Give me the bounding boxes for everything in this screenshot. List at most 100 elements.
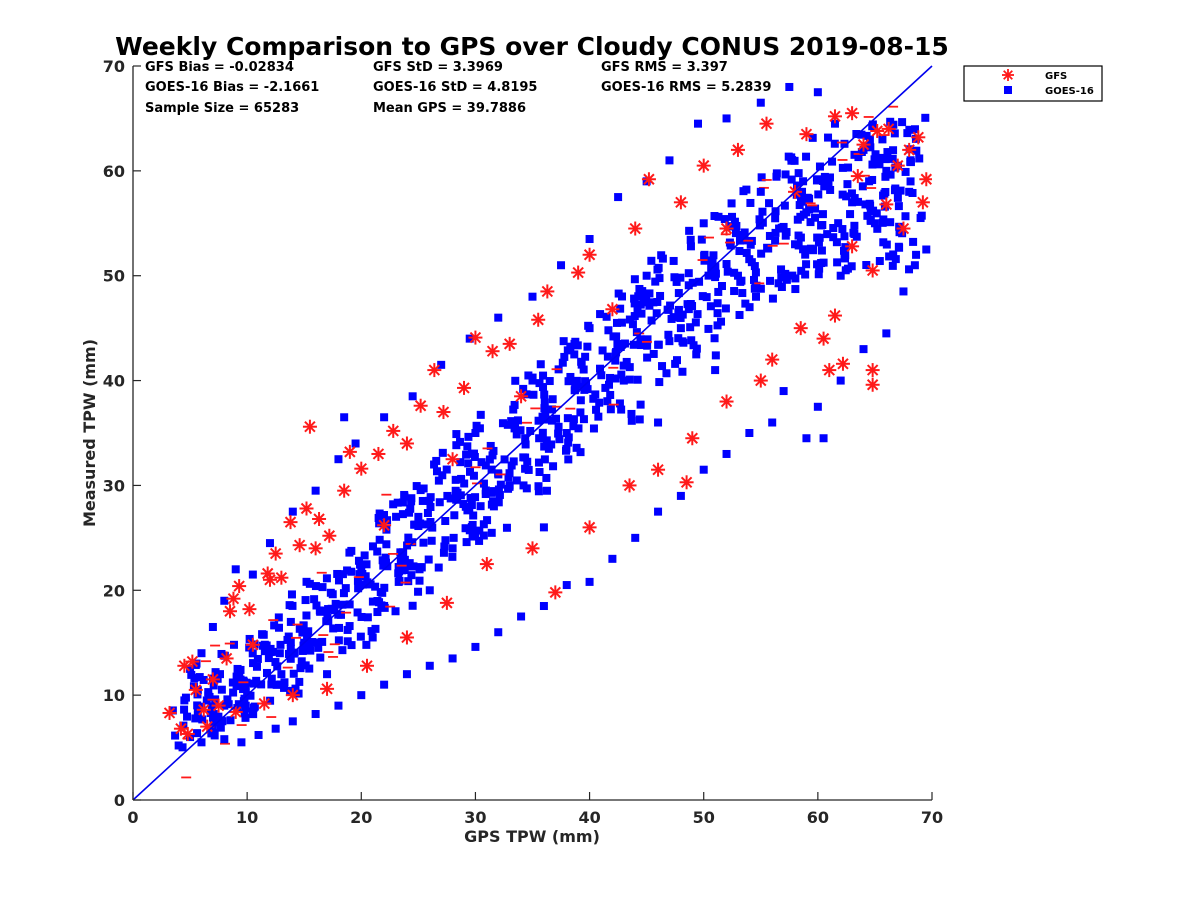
chart-title: Weekly Comparison to GPS over Cloudy CON… <box>115 32 949 61</box>
cloud-point <box>416 563 425 572</box>
x-tick-label: 30 <box>464 808 486 827</box>
cloud-point <box>276 680 285 689</box>
cloud-point <box>180 705 189 714</box>
cloud-point <box>576 408 585 417</box>
cloud-point <box>534 482 543 491</box>
cloud-point <box>435 498 444 507</box>
cloud-point <box>257 680 266 689</box>
cloud-point <box>653 265 662 274</box>
cloud-point <box>424 555 433 564</box>
goes-16-point <box>785 82 794 91</box>
cloud-point <box>714 212 723 221</box>
cloud-point <box>322 606 331 615</box>
cloud-point <box>466 493 475 502</box>
cloud-point <box>633 305 642 314</box>
gfs-point <box>865 363 880 378</box>
cloud-point <box>755 221 764 230</box>
cloud-point <box>441 536 450 545</box>
cloud-point <box>400 555 409 564</box>
cloud-point <box>893 193 902 202</box>
x-tick-label: 70 <box>921 808 943 827</box>
y-tick-label: 30 <box>103 476 125 495</box>
gfs-point <box>765 352 780 367</box>
cloud-point <box>198 715 207 724</box>
stat-text: GFS StD = 3.3969 <box>373 60 503 75</box>
cloud-point <box>347 546 356 555</box>
goes-16-point <box>220 596 229 605</box>
cloud-point <box>465 467 474 476</box>
gfs-point <box>399 436 414 451</box>
cloud-point <box>706 302 715 311</box>
cloud-point <box>713 309 722 318</box>
cloud-point <box>814 190 823 199</box>
cloud-point <box>752 292 761 301</box>
cloud-point <box>356 632 365 641</box>
cloud-point <box>630 294 639 303</box>
cloud-point <box>854 197 863 206</box>
cloud-point <box>471 530 480 539</box>
cloud-point <box>722 260 731 269</box>
cloud-point <box>611 356 620 365</box>
cloud-point <box>858 182 867 191</box>
cloud-point <box>808 133 817 142</box>
goes-16-point <box>180 696 189 705</box>
cloud-point <box>218 717 227 726</box>
goes-16-point <box>619 376 628 385</box>
cloud-point <box>901 167 910 176</box>
cloud-point <box>273 662 282 671</box>
cloud-point <box>787 175 796 184</box>
cloud-point <box>794 169 803 178</box>
goes-16-point <box>208 724 217 733</box>
cloud-point <box>512 430 521 439</box>
cloud-point <box>633 375 642 384</box>
cloud-point <box>297 657 306 666</box>
cloud-point <box>339 589 348 598</box>
cloud-point <box>363 578 372 587</box>
y-axis-label: Measured TPW (mm) <box>80 339 99 527</box>
cloud-point <box>801 250 810 259</box>
gfs-point <box>793 321 808 336</box>
cloud-point <box>487 528 496 537</box>
gfs-point <box>436 405 451 420</box>
goes-16-points <box>174 82 931 750</box>
cloud-point <box>516 426 525 435</box>
cloud-point <box>564 377 573 386</box>
cloud-point <box>788 156 797 165</box>
goes-16-point <box>340 413 349 422</box>
gfs-point <box>427 363 442 378</box>
cloud-point <box>772 172 781 181</box>
cloud-point <box>868 160 877 169</box>
cloud-point <box>566 342 575 351</box>
cloud-point <box>685 226 694 235</box>
cloud-point <box>441 516 450 525</box>
y-tick-label: 10 <box>103 686 125 705</box>
gfs-point <box>525 541 540 556</box>
cloud-point <box>840 232 849 241</box>
cloud-point <box>881 155 890 164</box>
cloud-point <box>547 440 556 449</box>
cloud-point <box>771 236 780 245</box>
cloud-point <box>461 524 470 533</box>
goes-16-point <box>813 402 822 411</box>
cloud-point <box>410 520 419 529</box>
cloud-point <box>910 125 919 134</box>
goes-16-point <box>271 724 280 733</box>
cloud-point <box>355 570 364 579</box>
cloud-point <box>781 231 790 240</box>
gfs-point <box>232 579 247 594</box>
cloud-point <box>540 390 549 399</box>
cloud-point <box>464 432 473 441</box>
cloud-point <box>262 668 271 677</box>
y-tick-label: 70 <box>103 57 125 76</box>
cloud-point <box>331 599 340 608</box>
goes-16-point <box>448 544 457 553</box>
cloud-point <box>881 172 890 181</box>
cloud-point <box>398 498 407 507</box>
cloud-point <box>710 212 719 221</box>
cloud-point <box>303 634 312 643</box>
cloud-point <box>670 273 679 282</box>
cloud-point <box>766 276 775 285</box>
gfs-point <box>571 265 586 280</box>
cloud-point <box>258 630 267 639</box>
